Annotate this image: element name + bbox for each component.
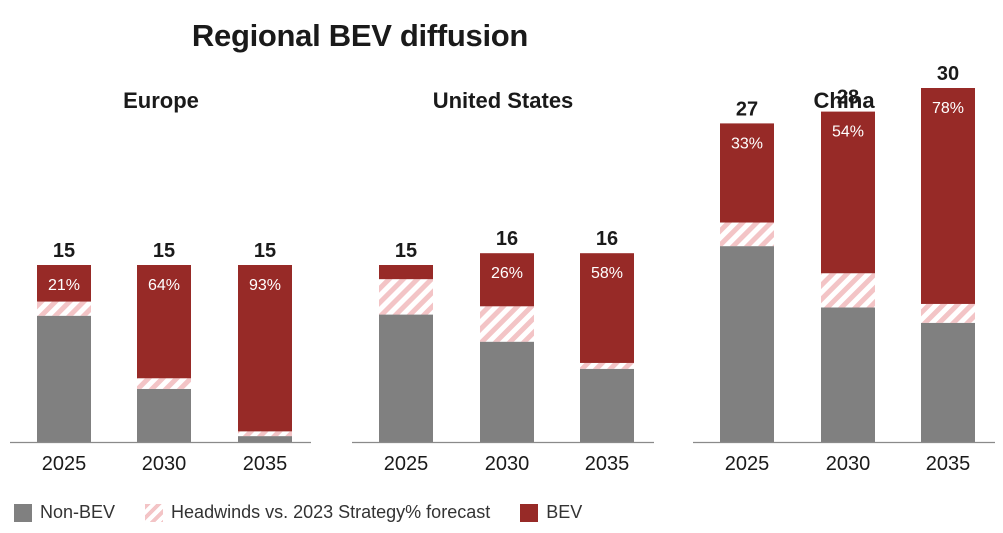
bar-headwinds <box>480 306 534 342</box>
x-tick-label: 2025 <box>42 453 87 475</box>
x-tick-label: 2030 <box>142 453 187 475</box>
bar-bev <box>720 123 774 223</box>
bar-bev <box>379 265 433 280</box>
bar-headwinds <box>379 279 433 315</box>
panel-united-states: United States 15 2025 26% 16 2030 58% 16 2035 <box>352 88 654 475</box>
x-tick-label: 2035 <box>585 453 630 475</box>
bar-non-bev <box>921 322 975 442</box>
x-tick-label: 2025 <box>384 453 429 475</box>
bev-share-label: 21% <box>48 277 80 294</box>
total-label: 28 <box>837 87 859 109</box>
bar-headwinds <box>580 362 634 369</box>
x-tick-label: 2025 <box>725 453 770 475</box>
panel-europe: Europe 21% 15 2025 64% 15 2030 93% 15 2035 <box>10 88 311 475</box>
bar-non-bev <box>238 436 292 442</box>
legend: Non-BEV Headwinds vs. 2023 Strategy% for… <box>14 502 612 523</box>
bar-bev <box>137 265 191 379</box>
bar-headwinds <box>921 303 975 323</box>
bar-headwinds <box>238 431 292 437</box>
x-tick-label: 2030 <box>485 453 530 475</box>
bar-bev <box>921 88 975 304</box>
total-label: 27 <box>736 98 758 120</box>
bar-bev <box>238 265 292 432</box>
bar-headwinds <box>37 301 91 316</box>
x-tick-label: 2035 <box>926 453 971 475</box>
bev-share-label: 58% <box>591 265 623 282</box>
panel-title: China <box>813 88 875 113</box>
bar-non-bev <box>480 341 534 442</box>
legend-label-non-bev: Non-BEV <box>40 502 116 522</box>
legend-label-headwinds: Headwinds vs. 2023 Strategy% forecast <box>171 502 491 522</box>
total-label: 16 <box>596 228 618 250</box>
legend-item-bev: BEV <box>520 502 582 523</box>
bar-non-bev <box>580 368 634 442</box>
total-label: 15 <box>254 240 276 262</box>
bar-non-bev <box>37 315 91 442</box>
legend-swatch-non-bev <box>14 503 32 522</box>
bar-bev <box>821 111 875 274</box>
bar-non-bev <box>137 388 191 442</box>
bev-share-label: 78% <box>932 100 964 117</box>
bar-non-bev <box>821 307 875 442</box>
panel-china: China 33% 27 2025 54% 28 2030 78% 30 2035 <box>693 63 995 475</box>
total-label: 15 <box>395 240 417 262</box>
bev-share-label: 26% <box>491 265 523 282</box>
legend-swatch-bev <box>520 503 539 522</box>
bev-share-label: 33% <box>731 135 763 152</box>
bar-bev <box>580 253 634 363</box>
legend-item-headwinds: Headwinds vs. 2023 Strategy% forecast <box>145 502 490 523</box>
total-label: 15 <box>53 240 75 262</box>
bev-share-label: 64% <box>148 277 180 294</box>
x-tick-label: 2035 <box>243 453 288 475</box>
bar-headwinds <box>137 378 191 389</box>
bar-bev <box>480 253 534 307</box>
legend-swatch-headwinds <box>145 503 164 522</box>
bar-bev <box>37 265 91 302</box>
bar-headwinds <box>720 222 774 247</box>
total-label: 16 <box>496 228 518 250</box>
panel-title: United States <box>433 88 574 113</box>
bev-share-label: 93% <box>249 277 281 294</box>
legend-label-bev: BEV <box>546 502 583 522</box>
bar-non-bev <box>379 314 433 442</box>
panel-title: Europe <box>123 88 199 113</box>
legend-item-non-bev: Non-BEV <box>14 502 115 523</box>
chart-title: Regional BEV diffusion <box>191 18 529 53</box>
total-label: 30 <box>937 63 959 85</box>
bar-non-bev <box>720 246 774 442</box>
bar-headwinds <box>821 273 875 308</box>
total-label: 15 <box>153 240 175 262</box>
x-tick-label: 2030 <box>826 453 871 475</box>
bev-share-label: 54% <box>832 124 864 141</box>
